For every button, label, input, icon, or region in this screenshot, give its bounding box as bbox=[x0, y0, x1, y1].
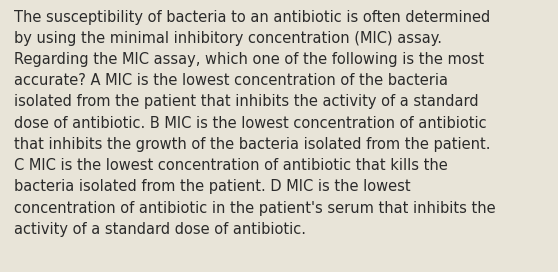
Text: The susceptibility of bacteria to an antibiotic is often determined
by using the: The susceptibility of bacteria to an ant… bbox=[14, 10, 496, 237]
